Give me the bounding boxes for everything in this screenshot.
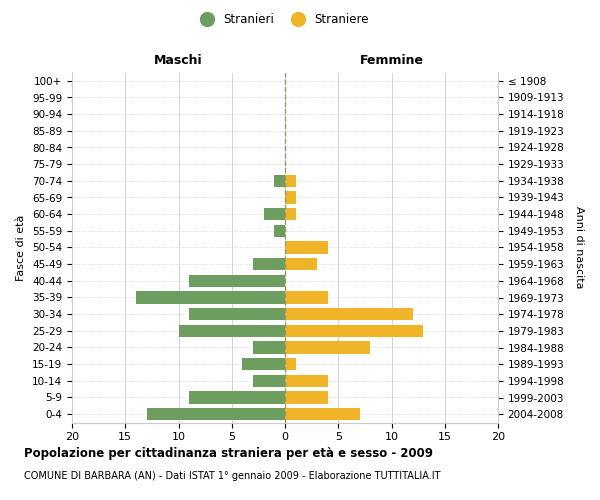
- Bar: [285, 374, 328, 387]
- Bar: [264, 208, 285, 220]
- Bar: [285, 308, 413, 320]
- Bar: [274, 174, 285, 187]
- Bar: [242, 358, 285, 370]
- Text: COMUNE DI BARBARA (AN) - Dati ISTAT 1° gennaio 2009 - Elaborazione TUTTITALIA.IT: COMUNE DI BARBARA (AN) - Dati ISTAT 1° g…: [24, 471, 440, 481]
- Bar: [189, 308, 285, 320]
- Y-axis label: Anni di nascita: Anni di nascita: [574, 206, 584, 288]
- Bar: [274, 224, 285, 237]
- Bar: [285, 174, 296, 187]
- Bar: [285, 341, 370, 354]
- Bar: [253, 341, 285, 354]
- Bar: [189, 274, 285, 287]
- Text: Maschi: Maschi: [154, 54, 203, 66]
- Bar: [285, 408, 359, 420]
- Legend: Stranieri, Straniere: Stranieri, Straniere: [190, 8, 374, 31]
- Bar: [285, 242, 328, 254]
- Bar: [285, 391, 328, 404]
- Bar: [189, 391, 285, 404]
- Text: Popolazione per cittadinanza straniera per età e sesso - 2009: Popolazione per cittadinanza straniera p…: [24, 448, 433, 460]
- Bar: [285, 258, 317, 270]
- Bar: [253, 258, 285, 270]
- Bar: [285, 191, 296, 204]
- Bar: [285, 358, 296, 370]
- Bar: [136, 291, 285, 304]
- Bar: [179, 324, 285, 337]
- Bar: [253, 374, 285, 387]
- Bar: [285, 324, 424, 337]
- Bar: [285, 208, 296, 220]
- Text: Femmine: Femmine: [359, 54, 424, 66]
- Bar: [146, 408, 285, 420]
- Y-axis label: Fasce di età: Fasce di età: [16, 214, 26, 280]
- Bar: [285, 291, 328, 304]
